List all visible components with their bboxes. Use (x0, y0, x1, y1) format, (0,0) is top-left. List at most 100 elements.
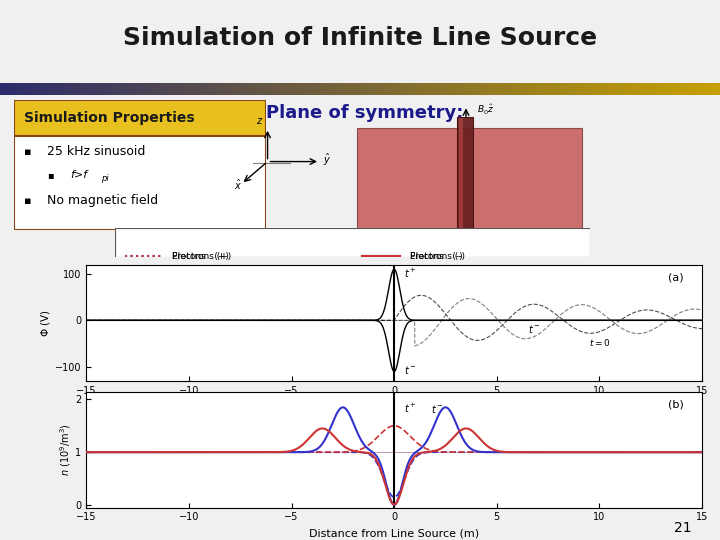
Bar (659, 83, 662, 94)
Bar (299, 83, 302, 94)
Bar (148, 83, 151, 94)
Bar (22, 83, 25, 94)
Bar (97, 83, 101, 94)
Bar (407, 83, 410, 94)
Bar (443, 83, 446, 94)
Bar (482, 83, 486, 94)
Bar (169, 83, 173, 94)
Bar (47, 83, 50, 94)
Bar (191, 83, 194, 94)
Bar (292, 83, 295, 94)
Bar (295, 83, 299, 94)
Bar (486, 83, 490, 94)
Bar (418, 83, 421, 94)
Bar (331, 83, 335, 94)
Bar (266, 83, 270, 94)
Bar (670, 83, 673, 94)
Bar (0, 83, 4, 94)
Bar (601, 83, 605, 94)
Bar (414, 83, 418, 94)
Bar (40, 83, 43, 94)
Bar (468, 83, 472, 94)
Bar (410, 83, 414, 94)
X-axis label: Distance from Line Source (m): Distance from Line Source (m) (309, 528, 480, 538)
Bar (234, 83, 238, 94)
Bar (392, 83, 396, 94)
Bar (122, 83, 126, 94)
Bar (497, 83, 500, 94)
Bar (259, 83, 263, 94)
Bar (644, 83, 648, 94)
Bar (140, 83, 144, 94)
Bar (371, 83, 374, 94)
Bar (400, 83, 403, 94)
Bar (220, 83, 223, 94)
Bar (263, 83, 266, 94)
Bar (7, 83, 11, 94)
Bar (608, 83, 612, 94)
Bar (29, 83, 32, 94)
Bar (184, 83, 187, 94)
Bar (32, 83, 36, 94)
Bar (389, 83, 392, 94)
Text: $B_0\hat{z}$: $B_0\hat{z}$ (477, 103, 495, 117)
Bar (284, 83, 288, 94)
Bar (101, 83, 104, 94)
Text: (b): (b) (667, 400, 683, 410)
Bar (58, 83, 61, 94)
Bar (459, 118, 463, 234)
Bar (634, 83, 637, 94)
Bar (490, 83, 493, 94)
Bar (590, 83, 594, 94)
Bar (382, 83, 385, 94)
Bar (104, 83, 108, 94)
Bar (130, 83, 133, 94)
Bar (198, 83, 202, 94)
Bar (702, 83, 706, 94)
Bar (357, 128, 582, 229)
Bar (241, 83, 245, 94)
Bar (180, 83, 184, 94)
Bar (205, 83, 209, 94)
Text: $\hat{x}$: $\hat{x}$ (233, 178, 242, 192)
Bar (14, 136, 266, 230)
Bar (310, 83, 313, 94)
Bar (428, 83, 432, 94)
Text: Electrons (-): Electrons (-) (410, 252, 465, 261)
Bar (464, 83, 468, 94)
Bar (680, 83, 684, 94)
Bar (698, 83, 702, 94)
Bar (223, 83, 227, 94)
Bar (446, 83, 450, 94)
Bar (209, 83, 212, 94)
Bar (569, 83, 572, 94)
Bar (652, 83, 655, 94)
Text: ▪: ▪ (48, 170, 54, 180)
Bar (25, 83, 29, 94)
Bar (274, 83, 277, 94)
Text: $t^-$: $t^-$ (528, 323, 541, 335)
Bar (709, 83, 713, 94)
Bar (155, 83, 158, 94)
Text: 25 kHz sinusoid: 25 kHz sinusoid (48, 145, 145, 158)
Bar (302, 83, 306, 94)
Bar (504, 83, 508, 94)
Bar (83, 83, 86, 94)
Bar (68, 83, 72, 94)
Bar (515, 83, 518, 94)
Bar (18, 83, 22, 94)
Bar (230, 83, 234, 94)
Text: Protons   (-): Protons (-) (410, 252, 462, 261)
Bar (475, 83, 479, 94)
Bar (61, 83, 65, 94)
Text: Electrons (+): Electrons (+) (172, 252, 231, 261)
Bar (54, 83, 58, 94)
Bar (511, 83, 515, 94)
Bar (86, 83, 90, 94)
Bar (187, 83, 191, 94)
Bar (360, 83, 364, 94)
Bar (79, 83, 83, 94)
Bar (551, 83, 554, 94)
Bar (94, 83, 97, 94)
Bar (396, 83, 400, 94)
